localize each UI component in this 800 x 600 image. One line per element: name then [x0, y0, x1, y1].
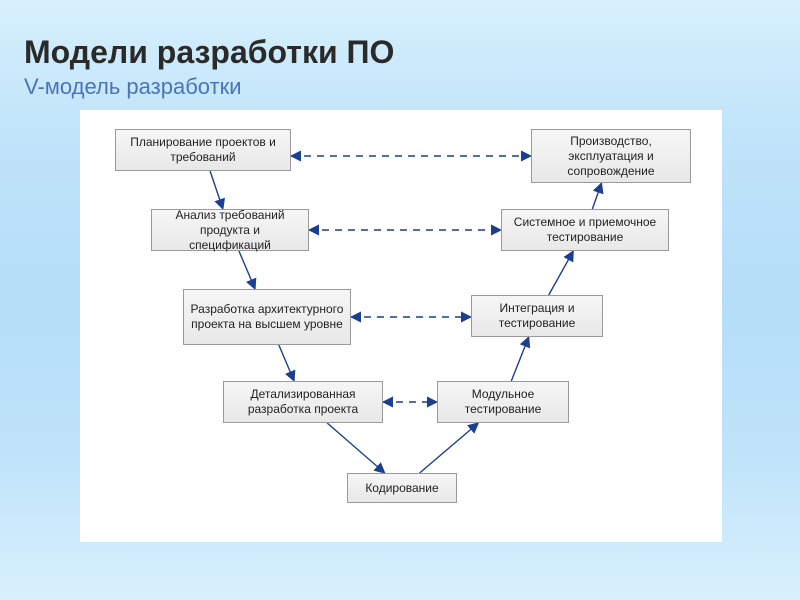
node-unit-testing: Модульное тестирование: [437, 381, 569, 423]
page-subtitle: V-модель разработки: [24, 74, 242, 100]
v-model-diagram: Планирование проектов и требований Анали…: [80, 110, 722, 542]
node-integration-testing: Интеграция и тестирование: [471, 295, 603, 337]
page-title: Модели разработки ПО: [24, 34, 394, 71]
node-planning: Планирование проектов и требований: [115, 129, 291, 171]
node-architecture: Разработка архитектурного проекта на выс…: [183, 289, 351, 345]
node-production: Производство, эксплуатация и сопровожден…: [531, 129, 691, 183]
node-system-testing: Системное и приемочное тестирование: [501, 209, 669, 251]
node-detailed-design: Детализированная разработка проекта: [223, 381, 383, 423]
node-analysis: Анализ требований продукта и спецификаци…: [151, 209, 309, 251]
node-coding: Кодирование: [347, 473, 457, 503]
slide: Модели разработки ПО V-модель разработки…: [0, 0, 800, 600]
